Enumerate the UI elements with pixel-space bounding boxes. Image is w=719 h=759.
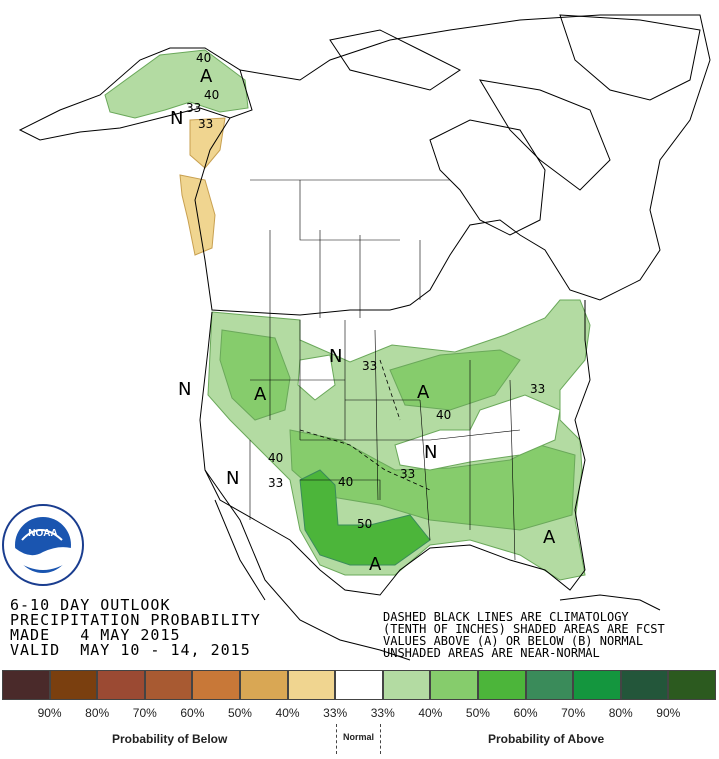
legend-tick: 80% [85,706,110,720]
conus-outline [199,300,591,596]
above-50-texas [299,469,431,566]
noaa-logo: NOAA [2,504,84,586]
legend-swatch [144,670,193,700]
outlook-map: A N A N A N A A N N 40 40 33 33 33 40 33… [2,14,711,661]
baffin-island [479,79,611,191]
above-caption: Probability of Above [488,732,605,746]
arctic-islands [329,29,461,91]
legend-tick: 50% [227,706,252,720]
mexico-outline [204,469,411,661]
legend-tick: 33% [323,706,348,720]
note-line: DASHED BLACK LINES ARE CLIMATOLOGY [383,610,629,624]
category-label: A [369,554,382,575]
category-label: N [170,108,183,129]
hudson-bay [429,119,546,236]
legend-tick: 70% [132,706,157,720]
legend-swatch [573,670,621,700]
normal-divider [380,724,381,754]
legend-swatch [430,670,478,700]
title-line: PRECIPITATION PROBABILITY [10,611,261,629]
legend-tick: 90% [37,706,62,720]
contour-label: 40 [436,408,451,422]
legend-tick: 40% [275,706,300,720]
legend-tick: 50% [465,706,490,720]
legend-swatch [49,670,98,700]
legend-swatch [239,670,288,700]
probability-legend: 90% 80% 70% 60% 50% 40% 33% 33% 40% 50% 60% 70% 80% 9… [2,670,716,720]
category-label: N [226,468,239,489]
legend-swatch [335,670,383,700]
legend-tick: 60% [513,706,538,720]
province-lines [250,179,450,318]
category-label: N [178,379,191,400]
legend-swatch [668,670,716,700]
normal-divider [336,724,337,754]
legend-ticks: 90% 80% 70% 60% 50% 40% 33% 33% 40% 50% 60% 70% 80% 9… [2,706,716,720]
legend-tick: 33% [370,706,395,720]
note-line: UNSHADED AREAS ARE NEAR-NORMAL [383,646,600,660]
normal-caption: Normal [343,732,375,742]
note-line: (TENTH OF INCHES) SHADED AREAS ARE FCST [383,622,665,636]
state-lines [249,318,521,561]
contour-label: 33 [186,101,201,115]
contour-label: 33 [400,467,415,481]
contour-label: 33 [530,382,545,396]
climatology-line [299,429,431,491]
legend-swatch [97,670,145,700]
title-line: 6-10 DAY OUTLOOK [10,596,171,614]
title-line: VALID MAY 10 - 14, 2015 [10,641,251,659]
contour-label: 50 [357,517,372,531]
contour-label: 40 [268,451,283,465]
contour-label: 33 [198,117,213,131]
legend-swatch [192,670,240,700]
alaska-outline [18,47,253,141]
above-40-lakes [389,349,521,411]
contour-label: 40 [204,88,219,102]
legend-swatch [382,670,431,700]
below-caption: Probability of Below [112,732,228,746]
category-label: A [200,66,213,87]
greenland [559,14,701,101]
legend-swatch [620,670,669,700]
outlook-note-block: DASHED BLACK LINES ARE CLIMATOLOGY (TENTH… [383,611,665,659]
legend-swatch [287,670,336,700]
climatology-line [379,359,401,421]
canada-outline [194,14,711,316]
note-line: VALUES ABOVE (A) OR BELOW (B) NORMAL [383,634,644,648]
cuba [559,594,661,611]
outlook-title-block: 6-10 DAY OUTLOOK PRECIPITATION PROBABILIT… [10,598,261,658]
legend-tick: 80% [608,706,633,720]
contour-label: 33 [268,476,283,490]
baja-outline [214,499,266,601]
contour-label: 40 [338,475,353,489]
category-label: N [329,346,342,367]
alaska-above-area [104,49,249,119]
legend-swatch [477,670,526,700]
legend-swatches [2,670,716,700]
category-label: A [254,384,267,405]
legend-tick: 90% [656,706,681,720]
category-label: N [424,442,437,463]
category-label: A [543,527,556,548]
category-label: A [417,382,430,403]
legend-swatch [525,670,574,700]
legend-swatch [2,670,50,700]
contour-label: 40 [196,51,211,65]
legend-tick: 60% [180,706,205,720]
normal-hole-plains [297,354,336,401]
legend-tick: 40% [418,706,443,720]
svg-text:NOAA: NOAA [28,528,57,539]
contour-label: 33 [362,359,377,373]
title-line: MADE 4 MAY 2015 [10,626,181,644]
legend-tick: 70% [561,706,586,720]
coast-below-area [179,117,226,256]
